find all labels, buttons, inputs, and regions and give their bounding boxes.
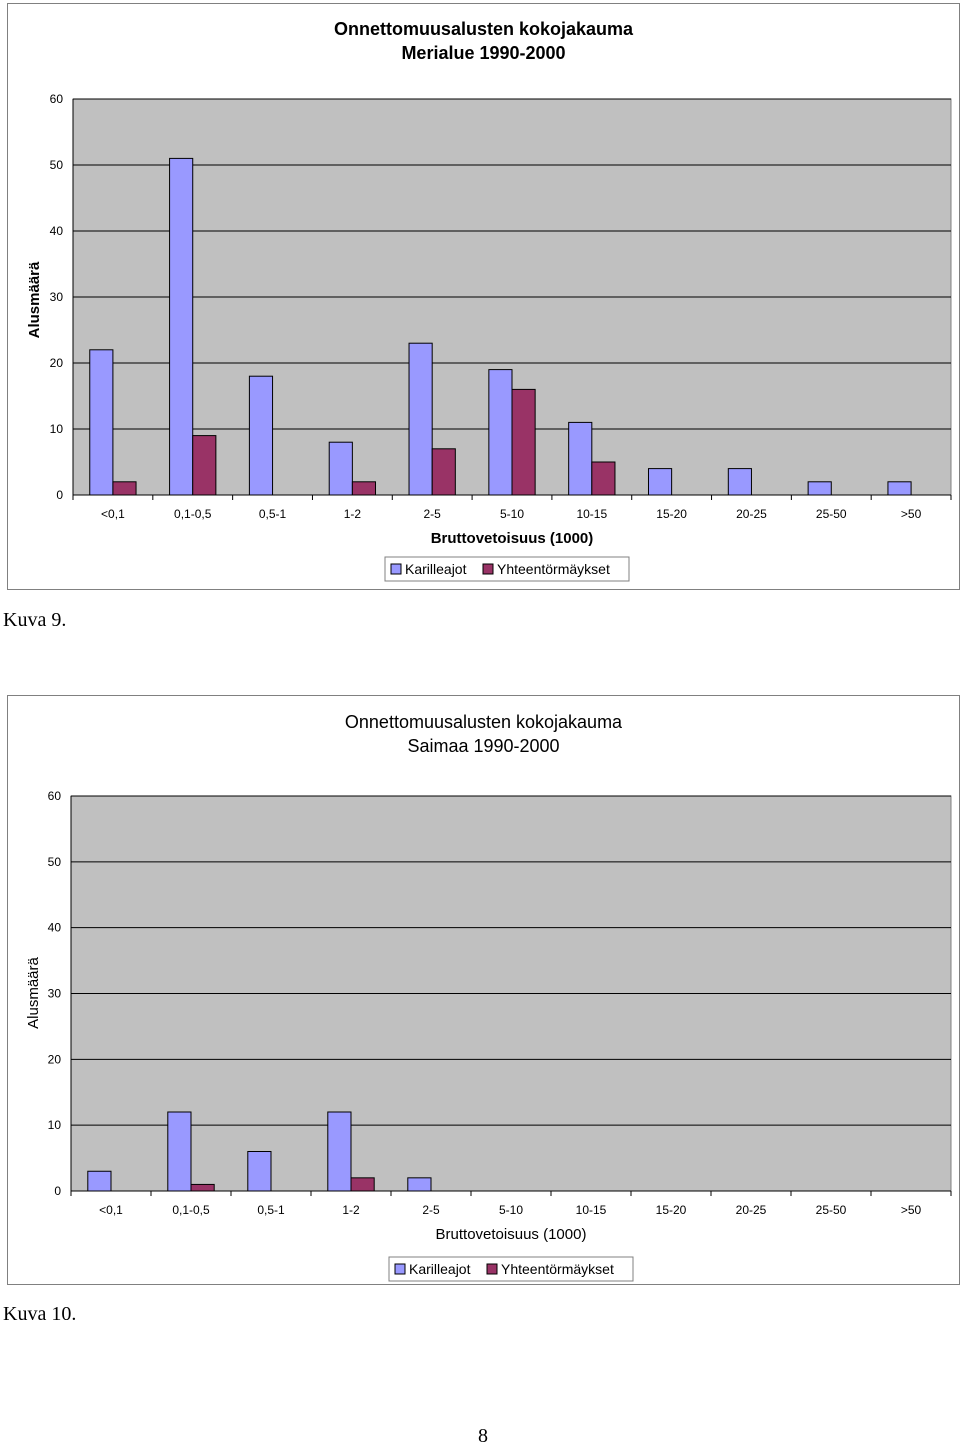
legend-swatch-karilleajot <box>390 563 402 575</box>
x-tick-label: 5-10 <box>499 1203 523 1217</box>
x-tick-label: 15-20 <box>656 1203 687 1217</box>
legend-swatch-karilleajot <box>394 1263 406 1275</box>
chart-subtitle: Saimaa 1990-2000 <box>407 736 560 756</box>
x-tick-label: 0,1-0,5 <box>172 1203 210 1217</box>
chart-plot-svg: 0 10 20 30 40 50 60 <0,1 0,1-0,5 0,5-1 1-2 2-5 5-10 1… <box>25 789 952 1282</box>
y-tick-label: 40 <box>50 224 64 238</box>
y-tick-label: 60 <box>48 789 62 803</box>
bar-karilleajot <box>328 441 353 496</box>
legend-box <box>384 556 630 582</box>
legend-label: Yhteentörmäykset <box>501 1261 614 1277</box>
y-tick-label: 20 <box>50 356 64 370</box>
x-tick-label: 5-10 <box>500 507 524 521</box>
legend-swatch-yhteentörmäykset <box>482 563 494 575</box>
legend-label: Yhteentörmäykset <box>497 561 610 577</box>
y-tick-label: 30 <box>50 290 64 304</box>
legend-label: Karilleajot <box>405 561 467 577</box>
y-tick-label: 0 <box>54 1184 61 1198</box>
bar-yhteentörmäykset <box>350 1177 375 1192</box>
bar-karilleajot <box>248 375 274 496</box>
x-tick-label: 20-25 <box>736 1203 767 1217</box>
x-tick-label: 1-2 <box>344 507 362 521</box>
x-tick-label: 2-5 <box>422 1203 440 1217</box>
bar-yhteentörmäykset <box>591 461 616 496</box>
page-number: 8 <box>478 1425 488 1447</box>
chart-plot-svg: 0 10 20 30 40 50 60 <0,1 0,1-0,5 0,5-1 1-2 2-5 5-10 1… <box>26 92 952 582</box>
y-tick-label: 10 <box>48 1118 62 1132</box>
bar-yhteentörmäykset <box>190 1183 215 1192</box>
x-tick-label: 0,5-1 <box>259 507 287 521</box>
bar-karilleajot <box>568 421 593 496</box>
x-tick-label: 1-2 <box>342 1203 360 1217</box>
y-axis-title: Alusmäärä <box>25 956 42 1028</box>
legend-box <box>388 1256 634 1282</box>
chart-title: Onnettomuusalusten kokojakauma <box>333 19 634 39</box>
x-tick-label: 20-25 <box>736 507 767 521</box>
bar-yhteentörmäykset <box>511 388 536 496</box>
bar-karilleajot <box>647 468 673 496</box>
y-axis-title: Alusmäärä <box>26 261 43 338</box>
bar-karilleajot <box>407 1177 432 1192</box>
x-axis-title: Bruttovetoisuus (1000) <box>436 1226 587 1243</box>
y-tick-label: 30 <box>48 987 62 1001</box>
bar-karilleajot <box>887 481 912 496</box>
x-tick-label: >50 <box>901 1203 922 1217</box>
legend-swatch-yhteentörmäykset <box>486 1263 498 1275</box>
y-tick-label: 50 <box>48 855 62 869</box>
chart-subtitle: Merialue 1990-2000 <box>401 43 566 63</box>
x-tick-label: 15-20 <box>656 507 687 521</box>
chart-title: Onnettomuusalusten kokojakauma <box>344 712 623 732</box>
bar-yhteentörmäykset <box>431 448 456 496</box>
figure-caption: Kuva 9. <box>3 609 67 631</box>
chart-merialue: Onnettomuusalusten kokojakauma Merialue … <box>7 3 960 590</box>
chart-saimaa: Onnettomuusalusten kokojakauma Saimaa 19… <box>7 695 960 1285</box>
x-tick-label: 0,1-0,5 <box>174 507 212 521</box>
x-tick-label: 2-5 <box>424 507 442 521</box>
y-tick-label: 10 <box>50 422 64 436</box>
x-tick-label: 10-15 <box>576 507 607 521</box>
x-axis-title: Bruttovetoisuus (1000) <box>431 530 594 547</box>
x-tick-label: <0,1 <box>99 1203 123 1217</box>
y-tick-label: 40 <box>48 921 62 935</box>
figure-caption: Kuva 10. <box>3 1303 77 1325</box>
bar-karilleajot <box>89 349 114 496</box>
y-tick-label: 20 <box>48 1052 62 1066</box>
bar-karilleajot <box>247 1151 272 1192</box>
x-tick-label: 25-50 <box>816 1203 847 1217</box>
bar-karilleajot <box>167 1111 192 1192</box>
x-tick-label: 25-50 <box>816 507 847 521</box>
bar-karilleajot <box>408 342 433 496</box>
bar-karilleajot <box>488 369 513 496</box>
bar-yhteentörmäykset <box>112 481 137 496</box>
x-tick-label: >50 <box>901 507 922 521</box>
bar-karilleajot <box>169 157 194 496</box>
legend-label: Karilleajot <box>409 1261 471 1277</box>
y-tick-label: 60 <box>50 92 64 106</box>
bar-yhteentörmäykset <box>192 435 217 496</box>
x-tick-label: 10-15 <box>576 1203 607 1217</box>
bar-karilleajot <box>807 481 832 496</box>
bar-yhteentörmäykset <box>351 481 377 496</box>
y-tick-label: 50 <box>50 158 64 172</box>
y-tick-label: 0 <box>56 488 63 502</box>
bar-karilleajot <box>327 1111 352 1192</box>
bar-karilleajot <box>727 468 752 496</box>
x-tick-label: <0,1 <box>101 507 125 521</box>
x-tick-label: 0,5-1 <box>257 1203 285 1217</box>
bar-karilleajot <box>87 1170 112 1192</box>
